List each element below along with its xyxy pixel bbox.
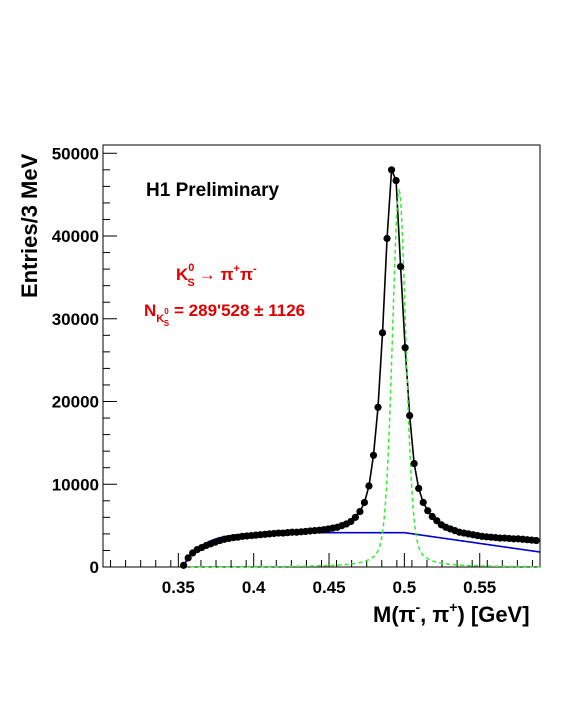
y-axis-label: Entries/3 MeV xyxy=(17,153,42,298)
x-axis-label-sup-plus: + xyxy=(449,599,457,615)
data-point xyxy=(374,403,382,411)
data-points xyxy=(180,166,540,569)
data-point xyxy=(184,554,192,562)
data-point xyxy=(369,451,378,459)
decay-k: K xyxy=(176,265,189,284)
count-sub-k: K xyxy=(156,313,164,325)
x-axis-label-sup-minus: - xyxy=(416,599,421,615)
x-tick-label: 0.35 xyxy=(162,578,195,597)
data-point xyxy=(356,507,364,516)
data-point xyxy=(378,329,387,337)
data-point xyxy=(360,498,369,507)
x-tick-label: 0.45 xyxy=(312,578,345,597)
data-point xyxy=(387,166,396,174)
y-tick-label: 50000 xyxy=(52,144,99,163)
data-point xyxy=(415,484,423,492)
data-point xyxy=(419,498,427,507)
x-axis-ticks: 0.35 0.4 0.45 0.5 0.55 xyxy=(110,553,533,597)
data-point xyxy=(397,263,405,271)
count-annotation: NK0 S = 289'528 ± 1126 xyxy=(144,301,305,328)
y-tick-label: 40000 xyxy=(52,227,99,246)
plot-frame xyxy=(102,144,541,568)
preliminary-label: H1 Preliminary xyxy=(146,180,279,201)
data-point xyxy=(351,513,360,521)
total-fit-line xyxy=(182,169,537,566)
data-point xyxy=(180,561,188,569)
data-point xyxy=(532,536,540,545)
decay-pi-plus: + xyxy=(234,263,240,275)
data-point xyxy=(365,482,373,490)
y-tick-label: 30000 xyxy=(52,310,99,329)
data-point xyxy=(424,507,432,515)
data-point xyxy=(392,176,400,185)
count-n: N xyxy=(144,301,156,320)
y-tick-label: 10000 xyxy=(52,475,99,494)
data-point xyxy=(401,344,409,352)
decay-pi: π xyxy=(240,265,253,284)
decay-pi-minus: - xyxy=(253,263,257,275)
x-tick-label: 0.5 xyxy=(393,578,417,597)
y-axis-ticks: 0 10000 20000 30000 40000 50000 xyxy=(52,144,117,577)
plot-border xyxy=(102,144,541,568)
decay-k-sub: S xyxy=(187,277,194,289)
signal-fit-line xyxy=(183,187,541,568)
count-sub-k-sub: S xyxy=(164,319,170,328)
x-tick-label: 0.4 xyxy=(242,578,266,597)
fit-curves xyxy=(182,169,541,568)
y-tick-label: 20000 xyxy=(52,393,99,412)
data-point xyxy=(410,459,418,468)
count-value: = 289'528 ± 1126 xyxy=(174,301,305,320)
x-axis-label-part-c: , π xyxy=(420,602,449,627)
x-axis-label: M(π-, π+) [GeV] xyxy=(373,599,530,627)
decay-annotation: K0 S → π+π- xyxy=(176,262,257,289)
decay-k-sup: 0 xyxy=(188,262,194,274)
x-tick-label: 0.55 xyxy=(463,578,496,597)
data-point xyxy=(406,411,414,420)
x-axis-label-part-e: ) [GeV] xyxy=(457,602,529,627)
count-sub-k-sup: 0 xyxy=(164,307,169,316)
decay-arrow-pi: → π xyxy=(199,265,234,284)
x-axis-label-part-a: M(π xyxy=(373,602,416,627)
y-tick-label: 0 xyxy=(90,558,99,577)
data-point xyxy=(383,234,391,243)
